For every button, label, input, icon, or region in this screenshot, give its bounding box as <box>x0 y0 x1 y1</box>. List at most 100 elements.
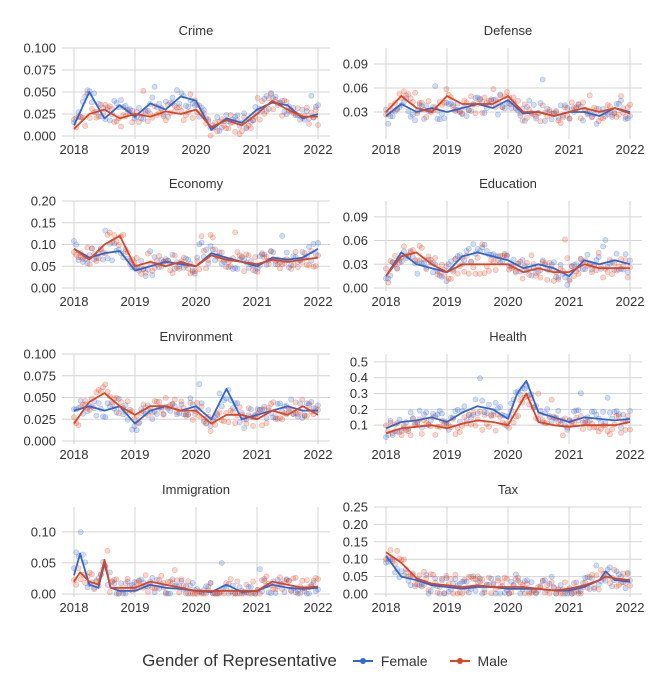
data-point <box>533 272 539 279</box>
data-point <box>261 578 268 584</box>
data-point <box>259 250 265 257</box>
data-point <box>198 403 205 410</box>
data-point <box>387 272 394 279</box>
data-point <box>416 102 423 108</box>
data-point <box>207 132 214 139</box>
data-point <box>627 582 633 589</box>
legend: Gender of Representative Female Male <box>0 646 660 676</box>
data-point <box>510 419 517 426</box>
data-point <box>129 107 136 114</box>
data-point <box>178 401 185 408</box>
data-point <box>270 106 277 113</box>
data-point <box>277 574 283 581</box>
data-point <box>165 113 171 120</box>
data-point <box>571 580 577 586</box>
data-point <box>439 261 445 268</box>
data-point <box>104 547 111 554</box>
data-point <box>256 566 263 573</box>
data-point <box>131 579 138 585</box>
data-point <box>129 426 136 433</box>
data-point <box>106 589 113 595</box>
data-point <box>443 572 450 579</box>
data-point <box>425 98 432 105</box>
data-point <box>283 99 290 105</box>
data-point <box>624 569 631 576</box>
data-point <box>198 239 205 246</box>
data-point <box>604 102 611 108</box>
series-line-female <box>385 379 631 430</box>
data-point <box>555 407 562 414</box>
data-point <box>582 418 589 424</box>
data-point <box>441 272 448 279</box>
data-point <box>187 395 194 402</box>
data-point <box>609 426 615 433</box>
data-point <box>259 577 265 584</box>
y-tick-label: 0.06 <box>343 81 368 96</box>
x-tick-label: 2019 <box>121 600 150 615</box>
data-point <box>571 589 577 596</box>
series-line-male <box>385 551 631 592</box>
data-point <box>261 575 268 582</box>
y-tick-label: 0.03 <box>343 257 368 272</box>
data-point <box>171 567 178 573</box>
data-point <box>577 115 584 122</box>
data-point <box>418 430 425 437</box>
data-point <box>169 270 176 277</box>
data-point <box>93 389 100 396</box>
data-point <box>515 574 521 581</box>
data-point <box>492 399 499 406</box>
data-point <box>385 275 392 282</box>
data-point <box>470 264 477 271</box>
data-point <box>212 246 218 253</box>
data-point <box>557 261 564 268</box>
data-point <box>486 423 492 430</box>
data-point <box>418 99 425 106</box>
data-point <box>256 406 263 413</box>
data-point <box>495 405 501 412</box>
data-point <box>488 590 495 597</box>
data-point <box>481 270 488 277</box>
data-point <box>414 257 421 264</box>
data-point <box>315 102 321 109</box>
data-point <box>156 253 162 259</box>
y-tick-label: 0.3 <box>350 386 368 401</box>
data-point <box>613 583 620 590</box>
data-point <box>432 255 439 261</box>
data-point <box>606 580 613 587</box>
data-point <box>136 119 142 125</box>
data-point <box>452 256 459 262</box>
data-point <box>553 274 560 280</box>
data-point <box>533 270 539 276</box>
data-point <box>189 115 196 121</box>
data-point <box>407 95 414 102</box>
data-point <box>586 92 593 99</box>
data-point <box>472 396 479 403</box>
data-point <box>171 102 178 109</box>
data-point <box>191 102 198 109</box>
data-point <box>582 574 589 581</box>
data-point <box>272 416 279 422</box>
data-point <box>165 590 171 597</box>
data-point <box>268 90 274 96</box>
data-point <box>89 245 95 252</box>
data-point <box>609 583 615 590</box>
data-point <box>490 412 497 419</box>
data-point <box>615 413 622 420</box>
data-point <box>486 574 492 581</box>
data-point <box>403 92 410 99</box>
data-point <box>241 425 248 432</box>
data-point <box>111 97 118 104</box>
data-point <box>294 590 301 597</box>
data-point <box>176 104 183 111</box>
data-point <box>546 590 553 597</box>
data-point <box>187 91 194 98</box>
y-tick-label: 0.5 <box>350 354 368 369</box>
data-point <box>499 579 506 585</box>
data-point <box>441 590 448 597</box>
x-tick-label: 2018 <box>372 294 401 309</box>
data-point <box>412 117 419 124</box>
data-point <box>595 581 602 588</box>
data-point <box>187 270 194 277</box>
data-point <box>407 582 414 589</box>
y-tick-label: 0.100 <box>23 41 56 56</box>
